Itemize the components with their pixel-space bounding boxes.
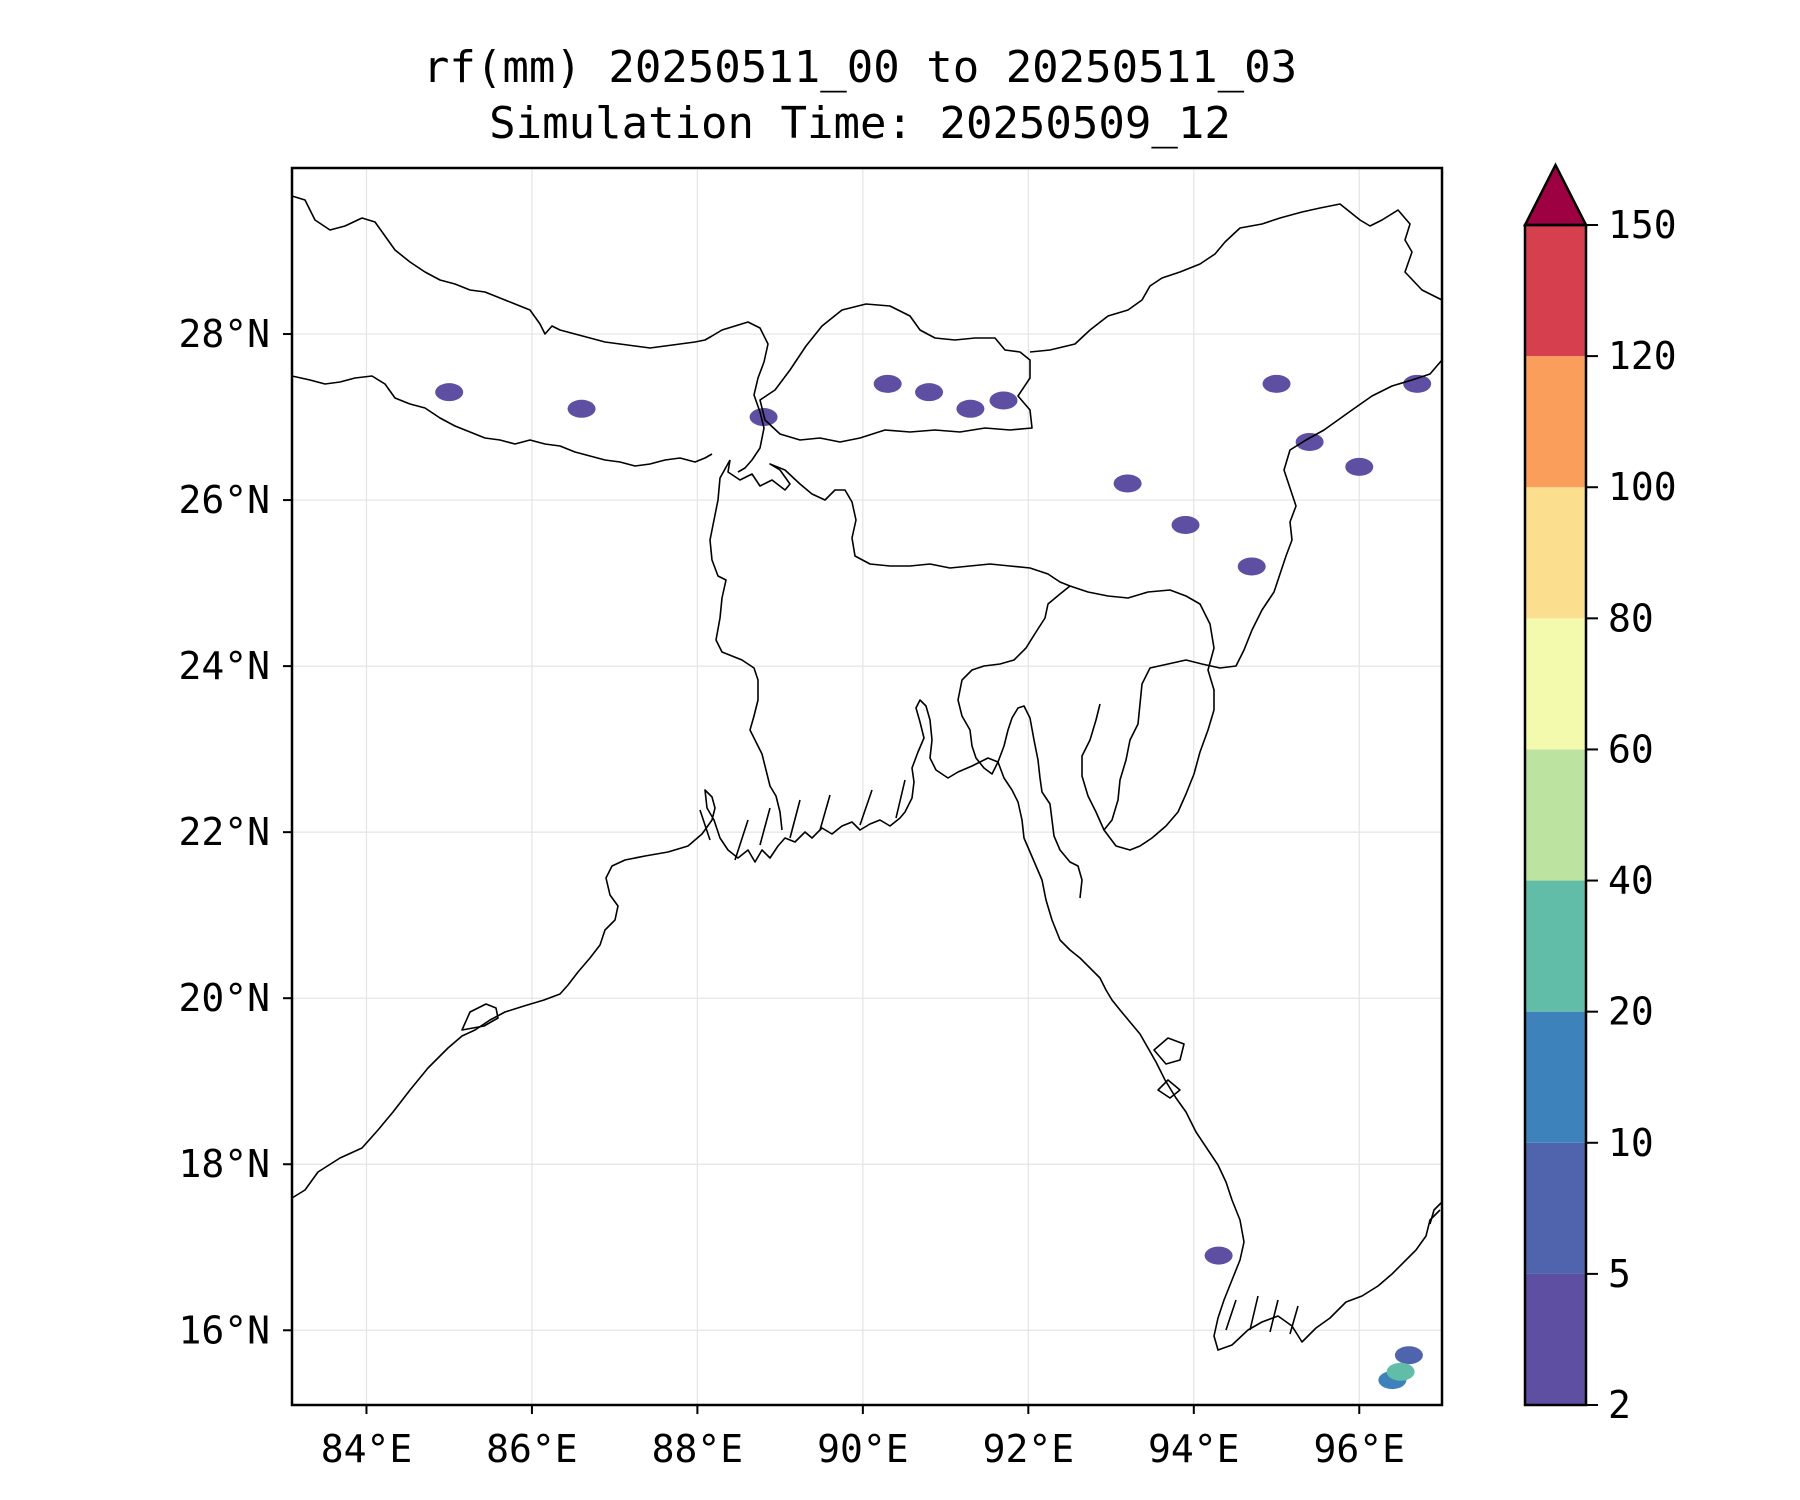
y-axis-ticks: 28°N 26°N 24°N 22°N 20°N 18°N 16°N [178,312,292,1352]
colorbar-label: 100 [1608,465,1677,509]
x-tick-label: 86°E [486,1427,578,1471]
colorbar-segment [1525,880,1586,1012]
colorbar-label: 60 [1608,727,1654,771]
colorbar-extend-arrow [1522,162,1589,227]
rain-cell [1262,374,1291,393]
colorbar-segment [1525,1011,1586,1143]
rain-cell [873,374,902,393]
colorbar-label: 40 [1608,859,1654,903]
colorbar-segment [1525,487,1586,619]
y-tick-label: 18°N [178,1142,270,1186]
x-tick-label: 96°E [1314,1427,1406,1471]
y-tick-label: 24°N [178,644,270,688]
y-tick-label: 16°N [178,1308,270,1352]
border-layer [291,195,1443,1225]
y-tick-label: 20°N [178,976,270,1020]
x-tick-label: 88°E [652,1427,744,1471]
colorbar-label: 2 [1608,1383,1631,1427]
rain-cell [956,399,985,418]
coastline-layer [291,699,1441,1351]
rain-cell [1171,515,1200,534]
colorbar-segment [1525,1142,1586,1274]
rain-cell [567,399,596,418]
rain-cell [1204,1246,1233,1265]
rain-cell [989,391,1018,410]
x-tick-label: 92°E [983,1427,1075,1471]
colorbar-label: 20 [1608,990,1654,1034]
y-tick-label: 22°N [178,810,270,854]
x-axis-ticks: 84°E 86°E 88°E 90°E 92°E 94°E 96°E [321,1405,1405,1471]
colorbar-segment [1525,1273,1586,1405]
colorbar-segment [1525,356,1586,488]
x-tick-label: 84°E [321,1427,413,1471]
colorbar-label: 120 [1608,334,1677,378]
rain-cell [1345,457,1374,476]
rain-cell [1386,1362,1415,1381]
rain-cell [1394,1346,1423,1365]
colorbar: 2 5 10 20 40 60 80 100 120 150 [1522,162,1677,1427]
rain-cell [1237,557,1266,576]
colorbar-label: 150 [1608,203,1677,247]
y-tick-label: 28°N [178,312,270,356]
rain-cell [915,383,944,402]
colorbar-label: 10 [1608,1121,1654,1165]
map-plot-area [290,166,1444,1407]
x-tick-label: 90°E [817,1427,909,1471]
colorbar-segment [1525,618,1586,750]
colorbar-label: 5 [1608,1252,1631,1296]
graticule-grid [292,168,1442,1405]
rain-cell [1113,474,1142,493]
rain-cell [435,383,464,402]
colorbar-label: 80 [1608,596,1654,640]
x-tick-label: 94°E [1148,1427,1240,1471]
colorbar-segment [1525,749,1586,881]
colorbar-segment [1525,225,1586,357]
y-tick-label: 26°N [178,478,270,522]
rain-cell [1295,432,1324,451]
chart-title-line2: Simulation Time: 20250509_12 [489,98,1231,149]
rain-cell [1403,374,1432,393]
chart-title-line1: rf(mm) 20250511_00 to 20250511_03 [423,42,1297,93]
colorbar-frame [1523,223,1588,1407]
